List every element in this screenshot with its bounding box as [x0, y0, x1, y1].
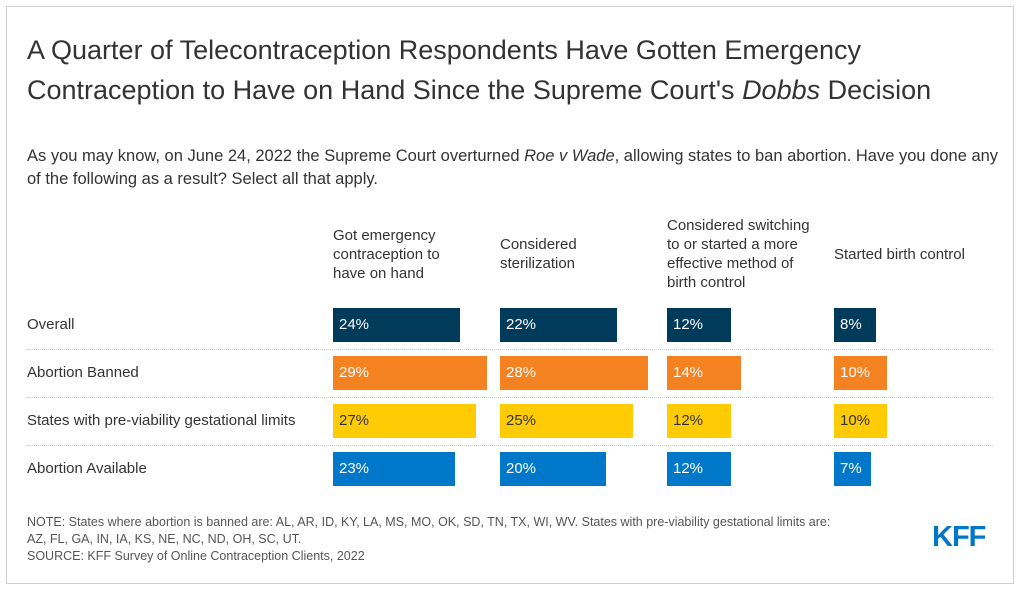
bar-value-label: 25%: [506, 412, 537, 429]
bar-value-label: 10%: [840, 364, 871, 381]
bar-value-label: 8%: [840, 316, 862, 333]
title-text-end: Decision: [820, 75, 932, 105]
bar: [834, 404, 887, 438]
bar: [667, 452, 731, 486]
column-header: Considered sterilization: [500, 236, 577, 272]
bar-value-label: 20%: [506, 460, 537, 477]
note-line: AZ, FL, GA, IN, IA, KS, NE, NC, ND, OH, …: [27, 532, 302, 546]
note-line: NOTE: States where abortion is banned ar…: [27, 515, 831, 529]
chart-title: A Quarter of Telecontraception Responden…: [27, 30, 987, 110]
bar-value-label: 14%: [673, 364, 704, 381]
bar: [500, 404, 633, 438]
bar-value-label: 27%: [339, 412, 370, 429]
bar: [500, 308, 617, 342]
row-label: Abortion Banned: [27, 364, 139, 381]
column-header: Started birth control: [834, 245, 965, 263]
row-divider: [27, 445, 993, 446]
subtitle-italic-text: Roe v Wade: [524, 147, 615, 165]
subtitle-text-end: , allowing states to ban abortion. Have …: [27, 147, 999, 188]
bar-value-label: 10%: [840, 412, 871, 429]
row-divider: [27, 397, 993, 398]
row-label: Overall: [27, 316, 75, 333]
bar: [834, 452, 872, 486]
chart-subtitle: As you may know, on June 24, 2022 the Su…: [27, 145, 1002, 191]
kff-logo: KFF: [932, 521, 986, 553]
title-italic-text: Dobbs: [742, 75, 821, 105]
row-label: States with pre-viability gestational li…: [27, 412, 296, 429]
chart-frame: [6, 6, 1014, 584]
column-header: Considered switching to or started a mor…: [667, 217, 810, 291]
bar: [667, 356, 742, 390]
bar: [333, 356, 487, 390]
column-header: Got emergency contraception to have on h…: [333, 226, 440, 282]
bar-value-label: 12%: [673, 316, 704, 333]
bar-value-label: 12%: [673, 412, 704, 429]
bar-value-label: 28%: [506, 364, 537, 381]
row-divider: [27, 349, 993, 350]
row-label: Abortion Available: [27, 460, 147, 477]
title-text: A Quarter of Telecontraception Responden…: [27, 35, 861, 105]
bar: [500, 452, 606, 486]
bar: [333, 452, 455, 486]
bar-value-label: 12%: [673, 460, 704, 477]
bar-value-label: 22%: [506, 316, 537, 333]
bar-value-label: 24%: [339, 316, 370, 333]
source-line: SOURCE: KFF Survey of Online Contracepti…: [27, 549, 365, 563]
bar: [834, 308, 877, 342]
bar: [333, 404, 477, 438]
chart-notes: NOTE: States where abortion is banned ar…: [27, 514, 927, 565]
subtitle-text: As you may know, on June 24, 2022 the Su…: [27, 147, 525, 165]
bar-value-label: 23%: [339, 460, 370, 477]
bar-value-label: 7%: [840, 460, 862, 477]
bar: [333, 308, 461, 342]
bar: [667, 308, 731, 342]
bar: [500, 356, 649, 390]
bar-value-label: 29%: [339, 364, 370, 381]
bar: [667, 404, 731, 438]
bar: [834, 356, 887, 390]
